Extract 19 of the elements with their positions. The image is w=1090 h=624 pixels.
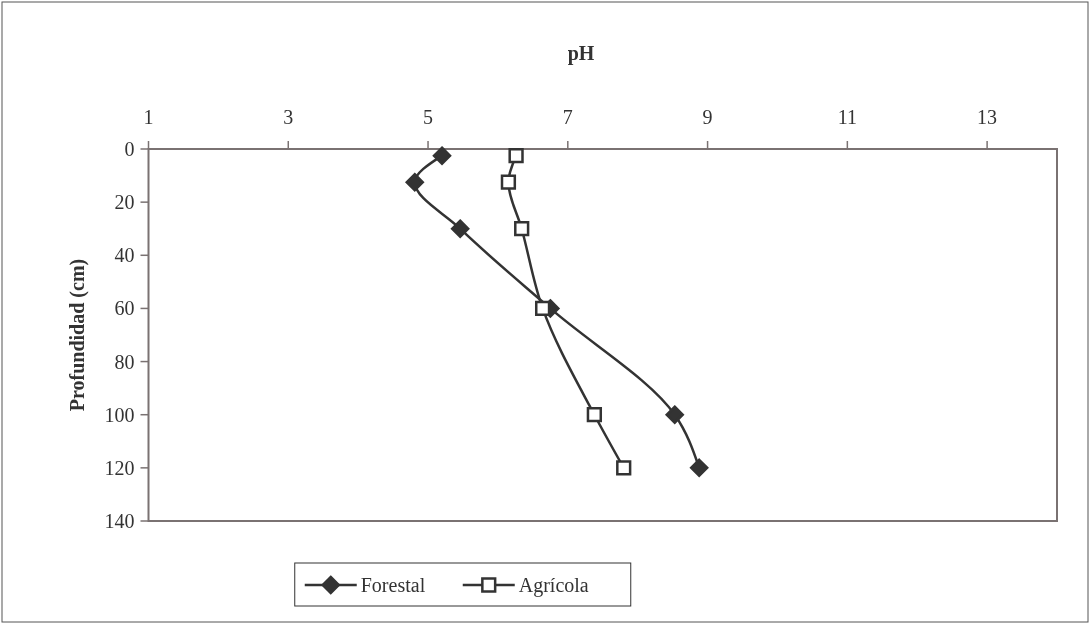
y-tick-label: 40 [114,244,135,267]
y-tick-label: 20 [114,191,135,214]
x-tick-label: 13 [977,106,998,128]
y-tick-label: 80 [114,350,135,373]
x-tick-label: 11 [837,106,857,128]
y-tick-label: 0 [124,138,135,160]
y-tick-label: 140 [104,510,135,532]
y-tick-label: 100 [104,403,135,426]
y-tick-label: 60 [114,297,135,320]
x-tick-label: 9 [702,106,713,128]
x-tick-label: 3 [283,106,294,128]
legend-label: Agrícola [518,574,589,597]
x-tick-label: 1 [143,106,154,128]
x-axis-title: pH [567,42,595,65]
legend-label: Forestal [360,574,426,596]
y-tick-label: 120 [104,456,135,479]
x-tick-label: 5 [423,106,434,128]
y-axis-title: Profundidad (cm) [66,258,89,412]
x-tick-label: 7 [562,106,573,128]
